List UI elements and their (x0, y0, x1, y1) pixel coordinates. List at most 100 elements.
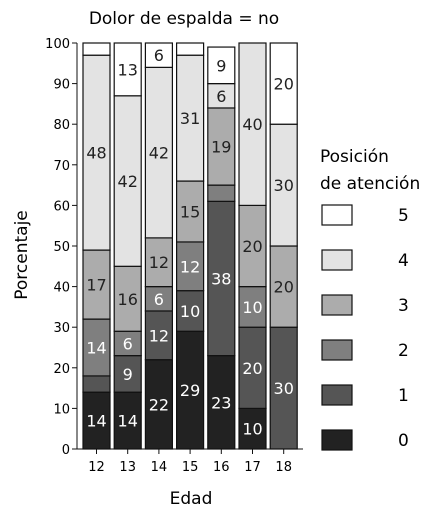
legend: Posición de atención 5 4 3 2 1 0 (320, 147, 420, 451)
legend-swatch-1 (321, 384, 353, 406)
bar-segment-0 (113, 391, 142, 450)
bar-segment-2 (207, 184, 236, 202)
y-tick-label: 90 (53, 78, 70, 93)
bar-segment-4 (207, 82, 236, 109)
data-label: 12 (180, 257, 200, 276)
data-label: 30 (274, 379, 294, 398)
data-label: 20 (242, 237, 262, 256)
data-label: 9 (216, 56, 226, 75)
y-tick-label: 10 (53, 402, 70, 417)
data-label: 20 (242, 359, 262, 378)
x-tick-label: 17 (244, 460, 261, 475)
data-label: 6 (154, 46, 164, 65)
bar-segment-2 (82, 318, 111, 377)
bar-segment-2 (176, 241, 205, 292)
data-label: 16 (118, 290, 138, 309)
bar-segment-5 (269, 42, 298, 125)
data-label: 19 (211, 138, 231, 157)
data-label: 13 (118, 60, 138, 79)
y-tick-label: 0 (62, 443, 70, 458)
bar-segment-4 (82, 54, 111, 251)
data-label: 15 (180, 202, 200, 221)
legend-label-5: 5 (398, 206, 409, 226)
bar-segment-3 (207, 107, 236, 186)
bar-segment-4 (113, 95, 142, 267)
data-label: 40 (242, 115, 262, 134)
legend-label-0: 0 (398, 431, 409, 451)
y-tick-label: 20 (53, 362, 70, 377)
bar-segment-3 (82, 249, 111, 320)
x-tick-label: 18 (275, 460, 292, 475)
x-tick-label: 16 (213, 460, 230, 475)
bar-segment-3 (144, 237, 173, 288)
data-label: 31 (180, 109, 200, 128)
data-label: 42 (118, 172, 138, 191)
legend-swatch-0 (321, 429, 353, 451)
y-tick-label: 40 (53, 281, 70, 296)
bar-segment-4 (238, 42, 267, 206)
legend-swatch-2 (321, 339, 353, 361)
legend-title-line-1: Posición (320, 147, 389, 167)
plot-area: 0 10 20 30 40 50 60 70 80 90 100 14 14 17 48 12 14 9 6 16 42… (45, 37, 303, 475)
data-label: 17 (86, 276, 106, 295)
data-label: 22 (149, 395, 169, 414)
y-tick-label: 60 (53, 199, 70, 214)
bar-segment-5 (82, 42, 111, 56)
data-label: 12 (149, 326, 169, 345)
legend-title-line-2: de atención (320, 174, 420, 194)
data-label: 20 (274, 278, 294, 297)
bar-segment-0 (82, 391, 111, 450)
y-tick-label: 100 (45, 37, 70, 52)
y-tick-label: 50 (53, 240, 70, 255)
data-label: 12 (149, 253, 169, 272)
data-label: 30 (274, 176, 294, 195)
bar-segment-5 (113, 42, 142, 97)
x-tick-label: 14 (151, 460, 168, 475)
data-label: 6 (123, 334, 133, 353)
legend-label-4: 4 (398, 251, 409, 271)
x-tick-label: 15 (182, 460, 199, 475)
bar-segment-4 (176, 54, 205, 182)
y-tick-label: 80 (53, 118, 70, 133)
bar-segment-5 (176, 42, 205, 56)
bar-segment-4 (144, 66, 173, 239)
bar-segment-2 (113, 330, 142, 357)
bar-segment-1 (207, 200, 236, 357)
bar-segment-3 (113, 265, 142, 332)
x-axis-label: Edad (170, 489, 213, 509)
bar-segment-1 (269, 326, 298, 450)
bar-segment-1 (113, 355, 142, 393)
data-label: 6 (216, 87, 226, 106)
chart-title: Dolor de espalda = no (89, 9, 279, 29)
data-label: 10 (242, 298, 262, 317)
bar-segment-1 (144, 310, 173, 361)
data-label: 10 (180, 302, 200, 321)
bar-segment-1 (238, 326, 267, 410)
bar-segment-1 (82, 375, 111, 393)
data-label: 38 (211, 269, 231, 288)
bar-segment-3 (238, 204, 267, 288)
bar-segment-2 (144, 286, 173, 312)
legend-swatch-3 (321, 294, 353, 316)
x-tick-label: 13 (119, 460, 136, 475)
legend-swatch-5 (321, 204, 353, 226)
x-tick-label: 12 (88, 460, 105, 475)
bar-segment-4 (269, 123, 298, 247)
data-label: 20 (274, 75, 294, 94)
y-tick-label: 70 (53, 159, 70, 174)
y-tick-label: 30 (53, 321, 70, 336)
data-label: 6 (154, 290, 164, 309)
bar-segment-0 (144, 359, 173, 450)
data-label: 48 (86, 144, 106, 163)
legend-label-2: 2 (398, 341, 409, 361)
y-axis-label: Porcentaje (12, 210, 32, 300)
bar-segment-0 (176, 330, 205, 450)
data-label: 29 (180, 381, 200, 400)
bar-segment-5 (144, 42, 173, 68)
data-label: 14 (86, 412, 106, 431)
legend-label-1: 1 (398, 386, 409, 406)
data-label: 14 (118, 412, 138, 431)
data-label: 42 (149, 144, 169, 163)
data-label: 9 (123, 365, 133, 384)
